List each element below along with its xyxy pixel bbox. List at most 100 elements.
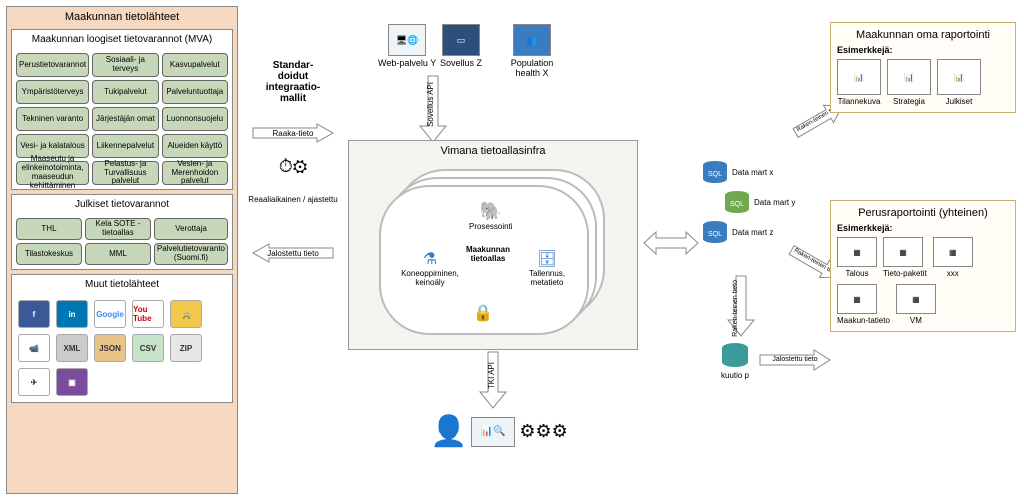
mva-item: Pelastus- ja Turvallisuus palvelut [92,161,158,185]
cube-icon: ▣ [56,368,88,396]
mva-item: Sosiaali- ja terveys [92,53,158,77]
integration-title: Standar- doidut integraatio- mallit [248,60,338,104]
csv-icon: CSV [132,334,164,362]
tietopaketit-report: ▦ Tieto-paketit [883,237,927,278]
julkiset-item: MML [85,243,151,265]
jalostettu-tieto-arrow-right: Jalostettu tieto [760,350,830,363]
mva-item: Maaseutu ja elinkeinotoiminta, maaseudun… [16,161,89,185]
svg-text:SQL: SQL [708,231,722,238]
tki-api-arrow: TKI API [480,352,506,411]
kuutio-label: kuutio p [720,371,750,380]
zip-icon: ZIP [170,334,202,362]
prosessointi-label: Prosessointi [469,222,513,231]
tilannekuva-icon: 📊 [837,59,881,95]
julkiset-item: Verottaja [154,218,228,240]
rakenteinen-tieto-down-arrow: Raken-teinen tieto [728,276,754,339]
julkiset-item: Kela SOTE - tietoallas [85,218,151,240]
svg-text:SQL: SQL [730,201,744,208]
vm-report: ▦VM [896,284,936,325]
tietopaketit-icon: ▦ [883,237,923,267]
sovellus-api-label: Sovellus API [426,82,435,127]
julkiset-title: Julkiset tietovarannot [12,195,232,214]
population-health-x: 👥 Population health X [502,24,562,78]
vm-label: VM [896,316,936,325]
mva-item: Palveluntuottaja [162,80,228,104]
population-health-icon: 👥 [513,24,551,56]
data-mart-z-label: Data mart z [732,228,773,237]
raaka-tieto-label: Raaka-tieto [248,129,338,138]
jalostettu-label-right: Jalostettu tieto [760,356,830,363]
integration-column: Standar- doidut integraatio- mallit Raak… [248,60,338,420]
application-label: Sovellus Z [440,58,482,68]
cctv-icon: 📹 [18,334,50,362]
google-icon: Google [94,300,126,328]
db-icon-z: SQL [702,220,728,244]
security-icon: 🔒 [473,303,493,323]
julkiset-section: Julkiset tietovarannot THLKela SOTE - ti… [11,194,233,270]
xxx-label: xxx [933,269,973,278]
tki-gears-icon: ⚙⚙⚙ [519,421,567,442]
mva-section: Maakunnan loogiset tietovarannot (MVA) P… [11,29,233,190]
tietopaketit-label: Tieto-paketit [883,269,927,278]
web-service-label: Web-palvelu Y [378,58,436,68]
strategia-icon: 📊 [887,59,931,95]
koneoppiminen-label: Koneoppiminen, keinoäly [395,269,465,287]
mva-item: Järjestäjän omat [92,107,158,131]
tki-head-icon: 👤 [430,414,467,449]
prosessointi-icon: 🐘 [469,201,513,222]
tilannekuva-report: 📊 Tilannekuva [837,59,881,106]
tallennus-icon: 🗄 [515,249,579,269]
data-mart-y-label: Data mart y [754,198,795,207]
julkiset-label: Julkiset [937,97,981,106]
tki-area: 👤 📊🔍 ⚙⚙⚙ [430,414,568,449]
other-sources-title: Muut tietolähteet [12,275,232,294]
strategia-label: Strategia [887,97,931,106]
jalostettu-tieto-label: Jalostettu tieto [248,249,338,258]
mva-item: Luonnonsuojelu [162,107,228,131]
perusraportointi-panel: Perusraportointi (yhteinen) Esimerkkejä:… [830,200,1016,332]
vimana-infra-title: Vimana tietoallasinfra [349,141,637,161]
cube-icon [720,342,750,368]
xxx-icon: ▦ [933,237,973,267]
mva-item: Alueiden käyttö [162,134,228,158]
kuutio-p: kuutio p [720,342,750,380]
facebook-icon: f [18,300,50,328]
julkiset-item: THL [16,218,82,240]
talous-label: Talous [837,269,877,278]
mva-item: Liikennepalvelut [92,134,158,158]
reporting1-title: Maakunnan oma raportointi [837,29,1009,41]
maakuntatieto-report: ▦Maakun-tatieto [837,284,890,325]
julkiset-report: 📊Julkiset [937,59,981,106]
mva-item: Perustietovarannot [16,53,89,77]
db-icon-x: SQL [702,160,728,184]
json-icon: JSON [94,334,126,362]
vimana-infra-area: Vimana tietoallasinfra 🐘 Prosessointi ⚗ … [348,140,638,350]
clock-gear-icon: ⏱⚙ [248,156,338,177]
db-icon-y: SQL [724,190,750,214]
mva-item: Ympäristöterveys [16,80,89,104]
jalostettu-tieto-arrow: Jalostettu tieto [248,244,338,258]
mva-item: Kasvupalvelut [162,53,228,77]
mva-item: Tekninen varanto [16,107,89,131]
left-sources-panel: Maakunnan tietolähteet Maakunnan loogise… [6,6,238,494]
data-mart-x-label: Data mart x [732,168,773,177]
sovellus-api-arrow: Sovellus API [420,76,446,145]
other-sources-section: Muut tietolähteet finGoogleYou Tube🚕📹XML… [11,274,233,403]
mva-title: Maakunnan loogiset tietovarannot (MVA) [12,30,232,49]
cloud-main-title: Maakunnan tietoallas [453,245,523,263]
drone-icon: ✈ [18,368,50,396]
tallennus-label: Tallennus, metatieto [515,269,579,287]
cloud-to-marts-arrow [644,230,698,259]
youtube-icon: You Tube [132,300,164,328]
tilannekuva-label: Tilannekuva [837,97,881,106]
reporting1-subtitle: Esimerkkejä: [837,45,1009,55]
maakunnan-raportointi-panel: Maakunnan oma raportointi Esimerkkejä: 📊… [830,22,1016,113]
mva-item: Tukipalvelut [92,80,158,104]
talous-report: ▦Talous [837,237,877,278]
maakuntatieto-icon: ▦ [837,284,877,314]
svg-text:SQL: SQL [708,171,722,178]
tki-analytics-icon: 📊🔍 [471,417,515,447]
web-service-icon: 🖥🌐 [388,24,426,56]
reporting2-title: Perusraportointi (yhteinen) [837,207,1009,219]
julkiset-item: Tilastokeskus [16,243,82,265]
